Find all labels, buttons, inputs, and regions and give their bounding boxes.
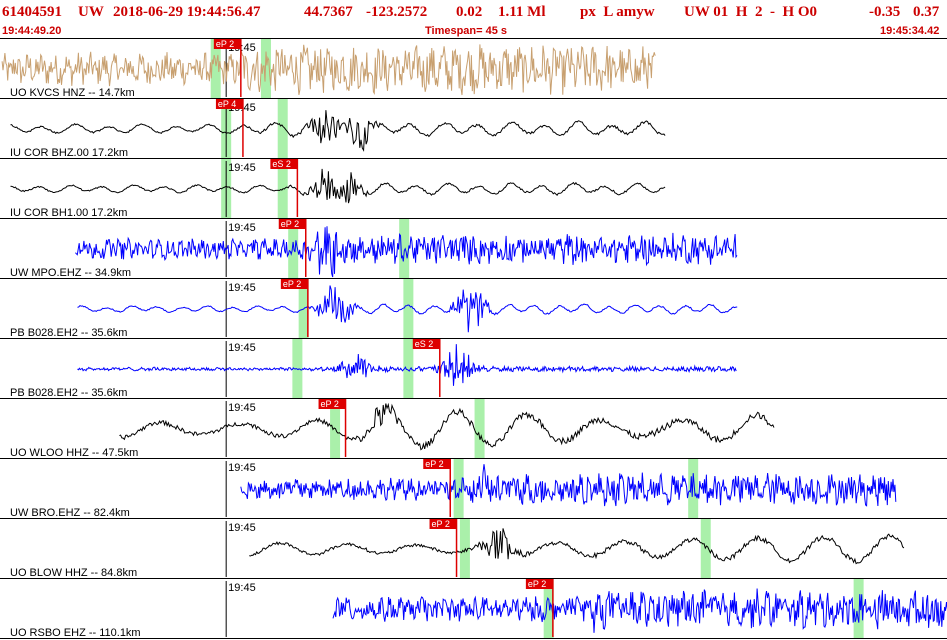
timespan-bar: 19:44:49.20 Timespan= 45 s 19:45:34.42 — [0, 23, 947, 39]
phase-pick-label-9-0: eP 2 — [528, 579, 546, 589]
phase-window-0-1 — [260, 39, 271, 98]
phase-pick-box-7-0 — [423, 459, 451, 469]
station-label-2: IU COR BH1.00 17.2km — [10, 207, 127, 219]
header-value-1: -0.35 — [869, 4, 901, 20]
waveform-trace-0 — [1, 44, 656, 96]
phase-window-7-0 — [453, 459, 464, 518]
phase-pick-label-8-0: eP 2 — [432, 519, 450, 529]
phase-pick-label-6-0: eP 2 — [321, 399, 339, 409]
phase-window-9-0 — [543, 579, 554, 638]
phase-pick-label-1-0: eP 4 — [218, 99, 236, 109]
station-label-6: UO WLOO HHZ -- 47.5km — [10, 447, 138, 459]
solution-code: UW 01 H 2 - H O0 — [684, 4, 818, 20]
waveform-trace-8 — [249, 528, 905, 565]
station-label-7: UW BRO.EHZ -- 82.4km — [10, 507, 130, 519]
phase-window-6-1 — [474, 399, 485, 458]
quality-flags: px L amyw — [580, 4, 655, 20]
latitude: 44.7367 — [304, 4, 353, 20]
event-header: 61404591 UW 2018-06-29 19:44:56.47 44.73… — [0, 0, 947, 24]
depth: 0.02 — [456, 4, 483, 20]
phase-pick-box-8-0 — [429, 519, 457, 529]
station-label-4: PB B028.EH2 -- 35.6km — [10, 327, 127, 339]
phase-pick-box-9-0 — [525, 579, 553, 589]
phase-window-0-0 — [210, 39, 221, 98]
waveform-trace-7 — [240, 464, 897, 507]
phase-pick-label-7-0: eP 2 — [425, 459, 443, 469]
origin-time: 2018-06-29 19:44:56.47 — [113, 4, 261, 20]
phase-pick-label-4-0: eP 2 — [283, 279, 301, 289]
timespan-label: Timespan= 45 s — [425, 25, 508, 37]
phase-pick-box-1-0 — [215, 99, 243, 109]
phase-pick-label-3-0: eP 2 — [281, 219, 299, 229]
waveform-trace-3 — [75, 226, 738, 278]
phase-pick-label-5-0: eS 2 — [415, 339, 434, 349]
minute-label-4: 19:45 — [228, 282, 256, 294]
waveform-trace-5 — [77, 344, 737, 386]
event-id: 61404591 — [2, 4, 62, 20]
minute-label-5: 19:45 — [228, 342, 256, 354]
station-label-8: UO BLOW HHZ -- 84.8km — [10, 567, 137, 579]
waveform-trace-4 — [77, 285, 738, 333]
phase-window-3-0 — [288, 219, 299, 278]
station-label-1: IU COR BHZ.00 17.2km — [10, 147, 128, 159]
minute-label-6: 19:45 — [228, 402, 256, 414]
minute-label-9: 19:45 — [228, 582, 256, 594]
station-label-0: UO KVCS HNZ -- 14.7km — [10, 87, 135, 99]
minute-label-2: 19:45 — [228, 162, 256, 174]
station-label-5: PB B028.EH2 -- 35.6km — [10, 387, 127, 399]
phase-pick-label-2-0: eS 2 — [272, 159, 291, 169]
phase-window-3-1 — [399, 219, 410, 278]
phase-window-5-1 — [403, 339, 414, 398]
station-label-9: UO RSBO EHZ -- 110.1km — [10, 627, 141, 639]
phase-pick-box-5-0 — [412, 339, 440, 349]
phase-window-4-1 — [403, 279, 414, 338]
minute-label-7: 19:45 — [228, 462, 256, 474]
phase-window-5-0 — [292, 339, 303, 398]
header-value-2: 0.37 — [913, 4, 940, 20]
phase-window-8-1 — [700, 519, 711, 578]
longitude: -123.2572 — [366, 4, 428, 20]
minute-label-3: 19:45 — [228, 222, 256, 234]
phase-window-9-1 — [853, 579, 864, 638]
station-label-3: UW MPO.EHZ -- 34.9km — [10, 267, 131, 279]
magnitude: 1.11 Ml — [498, 4, 546, 20]
phase-pick-box-4-0 — [280, 279, 308, 289]
phase-pick-label-0-0: eP 2 — [216, 39, 234, 49]
waveform-trace-9 — [332, 588, 947, 633]
end-time: 19:45:34.42 — [880, 25, 940, 37]
phase-pick-box-0-0 — [213, 39, 241, 49]
minute-label-8: 19:45 — [228, 522, 256, 534]
phase-pick-box-6-0 — [318, 399, 346, 409]
start-time: 19:44:49.20 — [2, 25, 62, 37]
phase-pick-box-3-0 — [278, 219, 306, 229]
phase-window-1-1 — [277, 99, 288, 158]
network-code: UW — [78, 4, 104, 20]
waveform-trace-1 — [10, 110, 666, 152]
waveform-trace-2 — [10, 168, 666, 204]
seismogram-plot: 19:45 eP 2 UO KVCS HNZ -- 14.7km 19:45 eP 4 I… — [0, 38, 947, 639]
waveform-trace-6 — [119, 402, 775, 451]
phase-pick-box-2-0 — [270, 159, 298, 169]
phase-window-7-1 — [688, 459, 699, 518]
